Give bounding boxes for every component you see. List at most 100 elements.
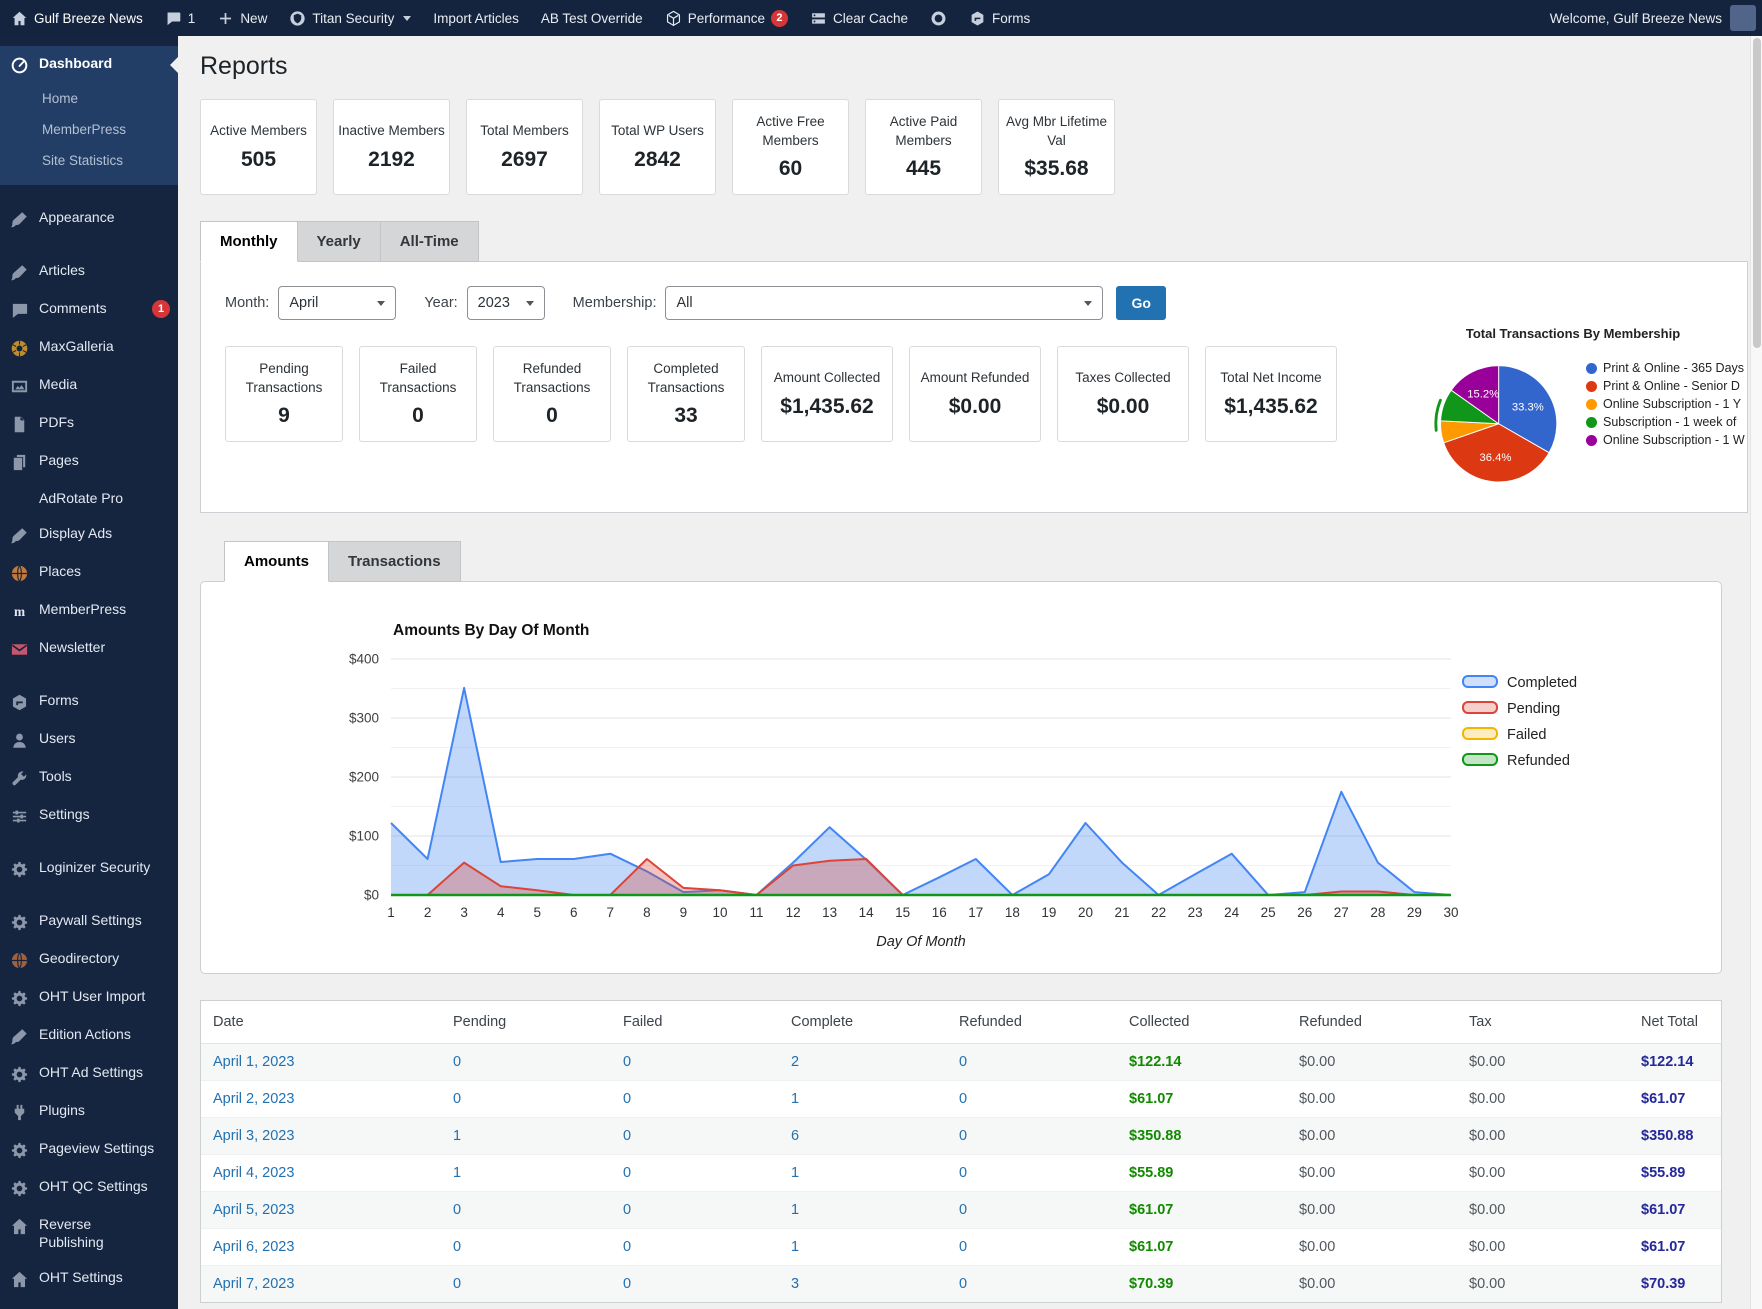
- cell-pending[interactable]: 0: [441, 1044, 611, 1081]
- sidebar-item-geodirectory[interactable]: Geodirectory: [0, 941, 178, 979]
- date-link[interactable]: April 6, 2023: [201, 1229, 441, 1266]
- sidebar-item-edition-actions[interactable]: Edition Actions: [0, 1017, 178, 1055]
- cell-pending[interactable]: 0: [441, 1081, 611, 1118]
- cell-refunded[interactable]: 0: [947, 1192, 1117, 1229]
- sidebar-item-articles[interactable]: Articles: [0, 253, 178, 291]
- adminbar-item-new[interactable]: New: [206, 0, 278, 36]
- cell-failed[interactable]: 0: [611, 1081, 779, 1118]
- adminbar-item-import-articles[interactable]: Import Articles: [422, 0, 530, 36]
- sidebar-item-paywall-settings[interactable]: Paywall Settings: [0, 903, 178, 941]
- card-value: 2192: [338, 148, 445, 172]
- date-link[interactable]: April 1, 2023: [201, 1044, 441, 1081]
- cell-failed[interactable]: 0: [611, 1266, 779, 1303]
- sidebar-item-appearance[interactable]: Appearance: [0, 200, 178, 238]
- adminbar-item-clear-cache[interactable]: Clear Cache: [799, 0, 919, 36]
- avatar[interactable]: [1730, 5, 1756, 31]
- cell-complete[interactable]: 1: [779, 1229, 947, 1266]
- sidebar-item-pdfs[interactable]: PDFs: [0, 405, 178, 443]
- adminbar-item-performance[interactable]: Performance2: [654, 0, 799, 36]
- sidebar-item-forms[interactable]: Forms: [0, 683, 178, 721]
- cell-pending[interactable]: 0: [441, 1266, 611, 1303]
- month-select[interactable]: April: [278, 286, 396, 320]
- user-icon: [10, 731, 29, 750]
- sidebar-item-oht-user-import[interactable]: OHT User Import: [0, 979, 178, 1017]
- welcome-text[interactable]: Welcome, Gulf Breeze News: [1550, 11, 1722, 26]
- sidebar-item-settings[interactable]: Settings: [0, 797, 178, 835]
- cell-complete[interactable]: 2: [779, 1044, 947, 1081]
- column-header-collected-5: Collected: [1117, 1001, 1287, 1044]
- cell-refunded[interactable]: 0: [947, 1229, 1117, 1266]
- card-value: $0.00: [1062, 395, 1184, 419]
- svg-text:22: 22: [1151, 905, 1166, 920]
- adminbar-item-ab-test-override[interactable]: AB Test Override: [530, 0, 654, 36]
- sidebar-item-oht-settings[interactable]: OHT Settings: [0, 1260, 178, 1298]
- sidebar-item-dashboard[interactable]: Dashboard: [0, 46, 178, 84]
- sidebar-item-newsletter[interactable]: Newsletter: [0, 630, 178, 668]
- sidebar-item-memberpress[interactable]: mMemberPress: [0, 592, 178, 630]
- tab-yearly[interactable]: Yearly: [298, 221, 381, 262]
- cell-refunded[interactable]: 0: [947, 1081, 1117, 1118]
- sidebar-item-home[interactable]: Home: [0, 84, 178, 115]
- sidebar-item-maxgalleria[interactable]: MaxGalleria: [0, 329, 178, 367]
- sidebar-item-loginizer-security[interactable]: Loginizer Security: [0, 850, 178, 888]
- sidebar-item-tools[interactable]: Tools: [0, 759, 178, 797]
- sidebar-item-site-statistics[interactable]: Site Statistics: [0, 146, 178, 177]
- date-link[interactable]: April 2, 2023: [201, 1081, 441, 1118]
- cell-refunded[interactable]: 0: [947, 1155, 1117, 1192]
- sidebar-item-display-ads[interactable]: Display Ads: [0, 516, 178, 554]
- scrollbar[interactable]: [1750, 36, 1762, 1309]
- sidebar-item-adrotate-pro[interactable]: AdRotate Pro: [0, 481, 178, 517]
- svg-text:Failed: Failed: [1507, 727, 1547, 743]
- card-label: Inactive Members: [338, 122, 445, 140]
- cell-failed[interactable]: 0: [611, 1155, 779, 1192]
- adminbar-item-forms[interactable]: Forms: [958, 0, 1041, 36]
- tab-amounts[interactable]: Amounts: [224, 541, 329, 582]
- cell-failed[interactable]: 0: [611, 1192, 779, 1229]
- cell-refunded[interactable]: 0: [947, 1044, 1117, 1081]
- sidebar-item-memberpress[interactable]: MemberPress: [0, 115, 178, 146]
- adminbar-item-disc[interactable]: [919, 0, 958, 36]
- sidebar-item-oht-ad-settings[interactable]: OHT Ad Settings: [0, 1055, 178, 1093]
- cell-pending[interactable]: 0: [441, 1229, 611, 1266]
- cell-failed[interactable]: 0: [611, 1118, 779, 1155]
- sidebar-item-reverse-publishing[interactable]: Reverse Publishing: [0, 1207, 178, 1260]
- cell-pending[interactable]: 1: [441, 1155, 611, 1192]
- membership-select[interactable]: All: [665, 286, 1103, 320]
- cell-complete[interactable]: 1: [779, 1155, 947, 1192]
- monthly-panel: Month: April Year: 2023 Membership: All …: [200, 261, 1748, 513]
- brush-icon: [10, 210, 29, 229]
- date-link[interactable]: April 3, 2023: [201, 1118, 441, 1155]
- sidebar-item-pageview-settings[interactable]: Pageview Settings: [0, 1131, 178, 1169]
- cell-pending[interactable]: 0: [441, 1192, 611, 1229]
- sidebar-item-comments[interactable]: Comments1: [0, 291, 178, 329]
- adminbar-item-gulf-breeze-news[interactable]: Gulf Breeze News: [0, 0, 154, 36]
- adminbar-item-1[interactable]: 1: [154, 0, 207, 36]
- go-button[interactable]: Go: [1116, 286, 1165, 320]
- sidebar-item-pages[interactable]: Pages: [0, 443, 178, 481]
- adminbar-item-titan-security[interactable]: Titan Security: [278, 0, 422, 36]
- sidebar-item-media[interactable]: Media: [0, 367, 178, 405]
- cell-refunded[interactable]: 0: [947, 1266, 1117, 1303]
- tab-monthly[interactable]: Monthly: [200, 221, 298, 262]
- sidebar-item-plugins[interactable]: Plugins: [0, 1093, 178, 1131]
- cell-refunded[interactable]: 0: [947, 1118, 1117, 1155]
- date-link[interactable]: April 5, 2023: [201, 1192, 441, 1229]
- cell-failed[interactable]: 0: [611, 1044, 779, 1081]
- svg-text:10: 10: [712, 905, 727, 920]
- sidebar-item-oht-qc-settings[interactable]: OHT QC Settings: [0, 1169, 178, 1207]
- cell-complete[interactable]: 3: [779, 1266, 947, 1303]
- cell-complete[interactable]: 1: [779, 1192, 947, 1229]
- tab-transactions[interactable]: Transactions: [329, 541, 461, 582]
- cell-complete[interactable]: 6: [779, 1118, 947, 1155]
- card-value: 0: [498, 404, 606, 428]
- cell-complete[interactable]: 1: [779, 1081, 947, 1118]
- cell-failed[interactable]: 0: [611, 1229, 779, 1266]
- year-select[interactable]: 2023: [467, 286, 545, 320]
- date-link[interactable]: April 7, 2023: [201, 1266, 441, 1303]
- cell-pending[interactable]: 1: [441, 1118, 611, 1155]
- date-link[interactable]: April 4, 2023: [201, 1155, 441, 1192]
- sidebar-item-users[interactable]: Users: [0, 721, 178, 759]
- tab-all-time[interactable]: All-Time: [381, 221, 479, 262]
- scrollbar-thumb[interactable]: [1753, 38, 1761, 348]
- sidebar-item-places[interactable]: Places: [0, 554, 178, 592]
